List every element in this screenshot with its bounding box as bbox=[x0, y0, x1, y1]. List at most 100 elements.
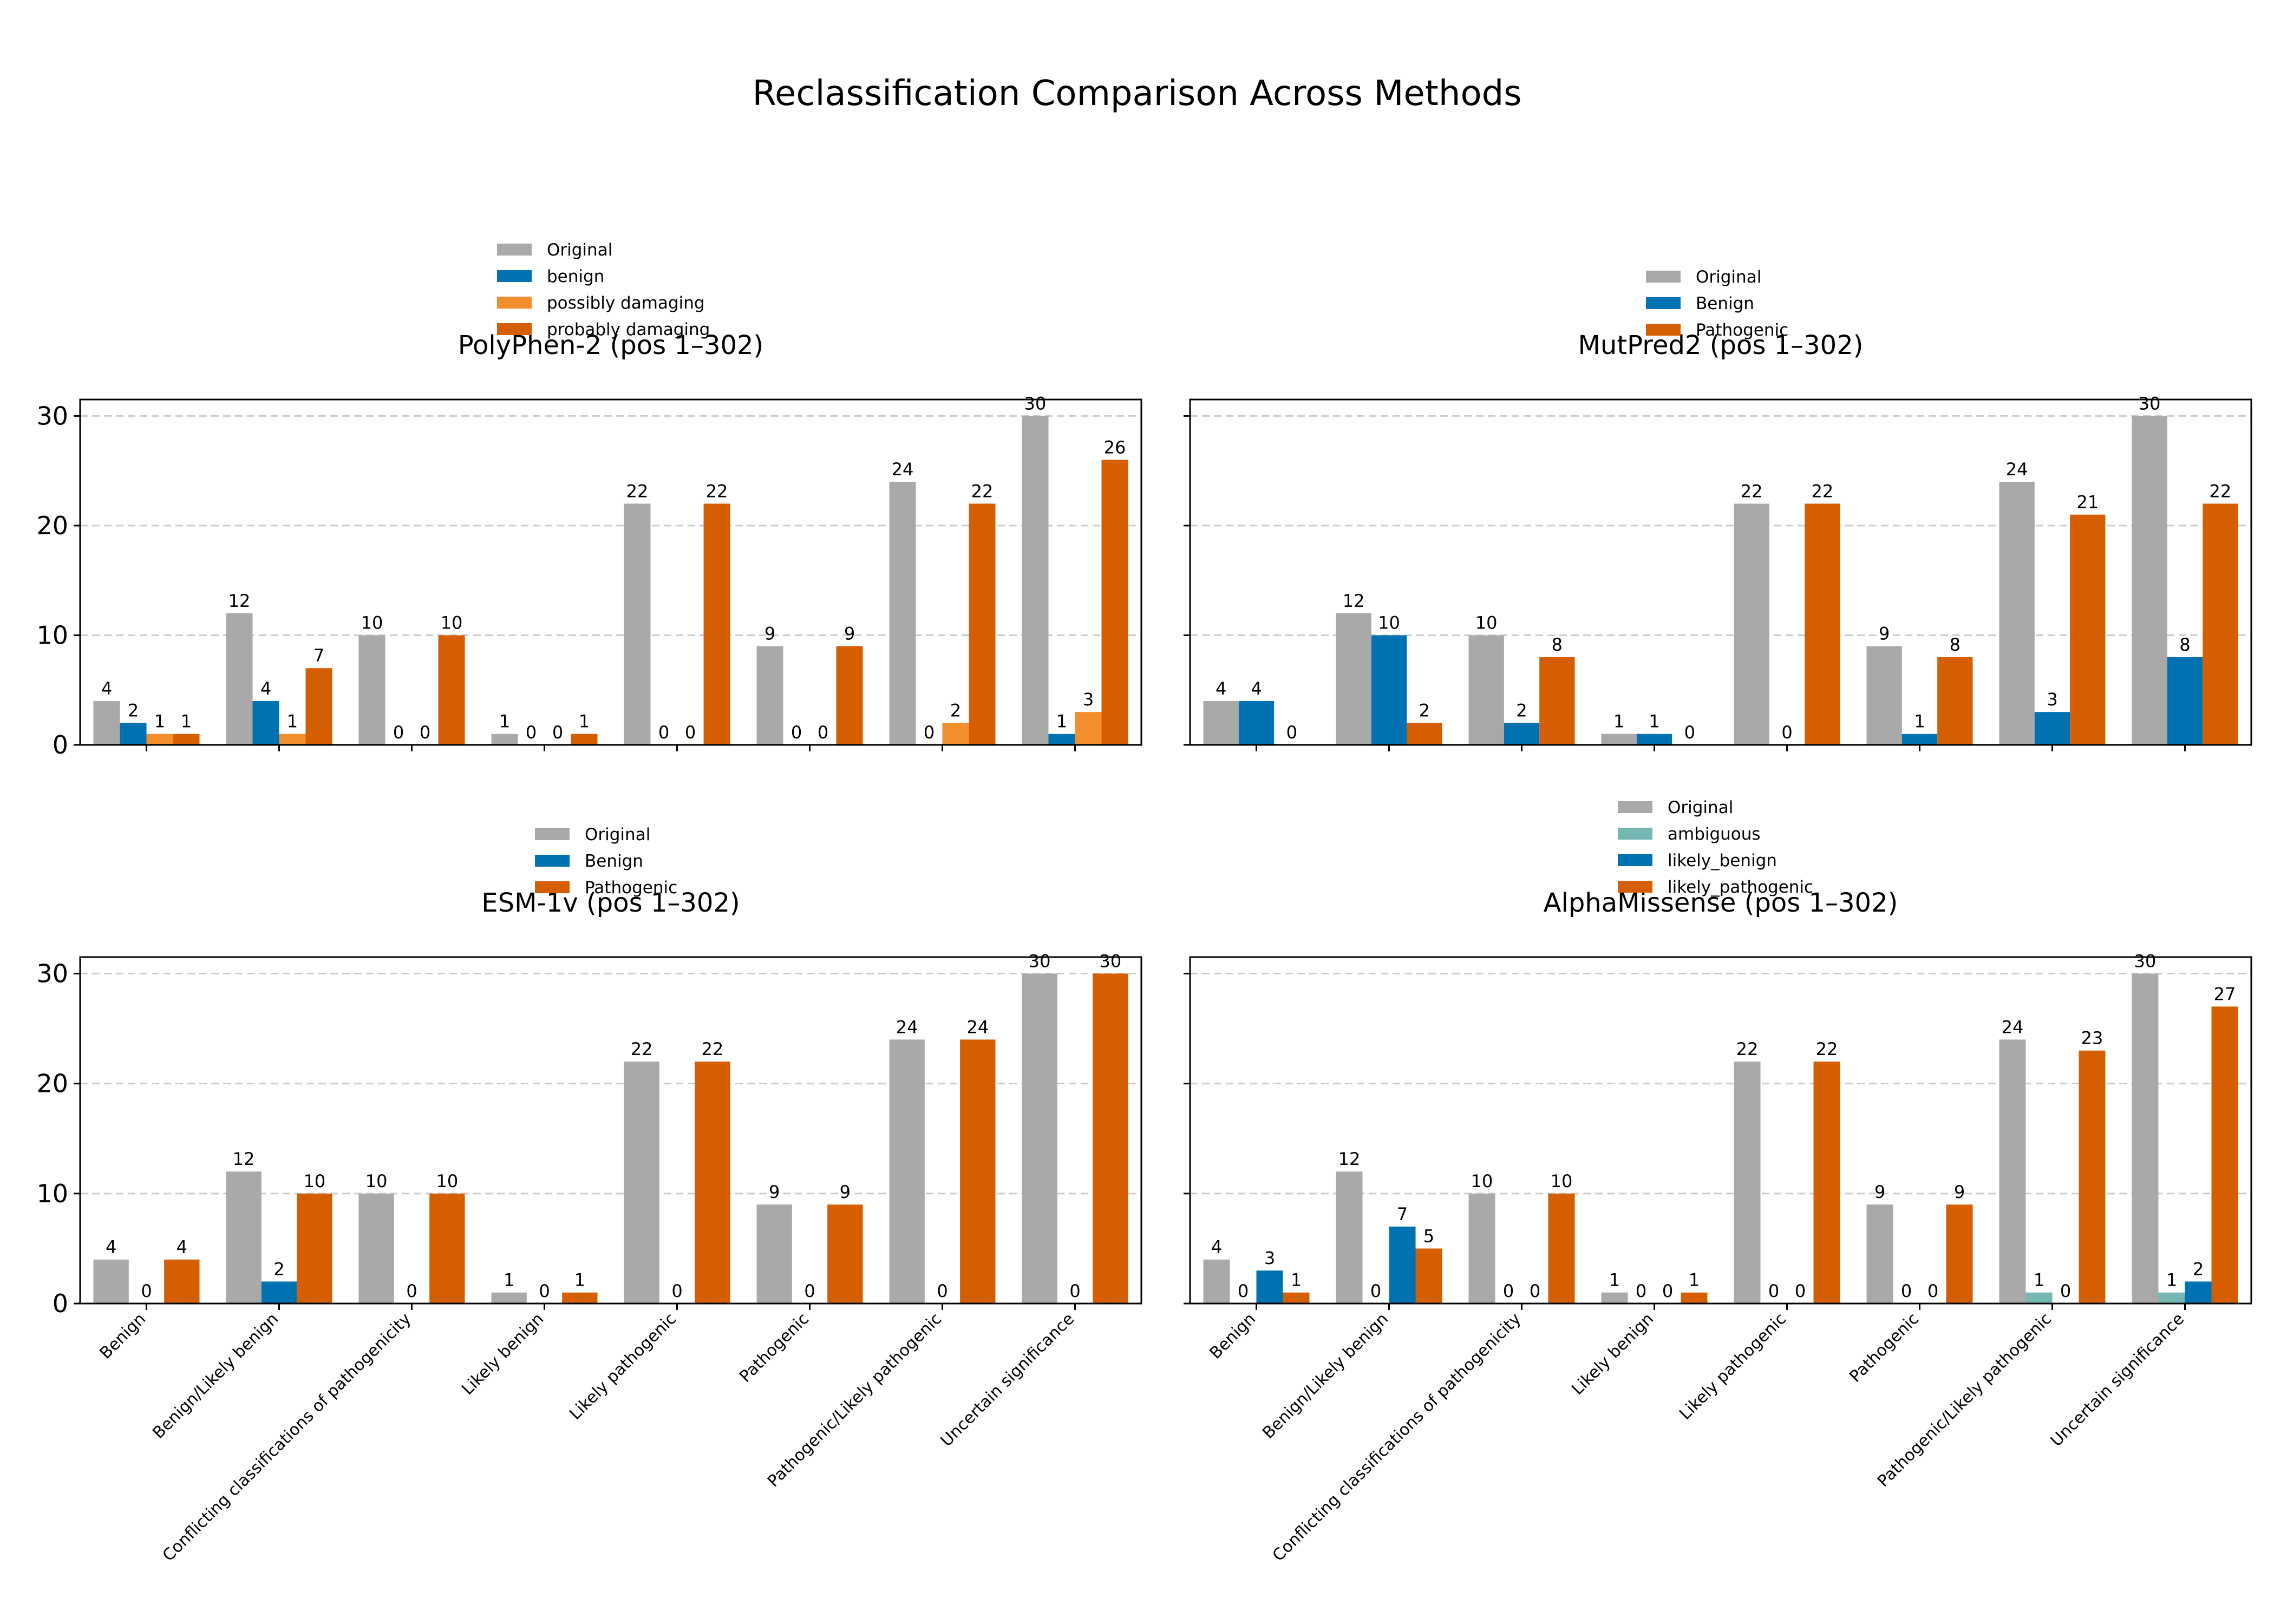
data-label: 30 bbox=[1029, 951, 1051, 971]
data-label: 10 bbox=[1471, 1171, 1493, 1191]
bar bbox=[2025, 1292, 2053, 1304]
bar bbox=[2070, 514, 2106, 745]
subplot-title: ESM-1v (pos 1–302) bbox=[481, 888, 740, 918]
data-label: 22 bbox=[631, 1039, 653, 1059]
data-label: 8 bbox=[1552, 634, 1563, 655]
legend-swatch bbox=[1618, 854, 1652, 866]
bar bbox=[1022, 416, 1049, 745]
legend-label: Original bbox=[1668, 798, 1733, 817]
bar bbox=[297, 1193, 332, 1304]
legend-label: Benign bbox=[1696, 294, 1754, 313]
data-label: 5 bbox=[1423, 1226, 1434, 1246]
bar bbox=[942, 723, 969, 745]
legend-label: benign bbox=[547, 267, 604, 286]
data-label: 0 bbox=[393, 722, 404, 743]
y-tick-label: 30 bbox=[36, 959, 68, 988]
legend-label: ambiguous bbox=[1668, 824, 1761, 844]
data-label: 21 bbox=[2076, 492, 2099, 513]
data-label: 0 bbox=[2060, 1281, 2071, 1301]
bar bbox=[703, 503, 730, 745]
data-label: 10 bbox=[1378, 612, 1400, 633]
bar bbox=[93, 700, 120, 745]
bar bbox=[827, 1204, 863, 1304]
data-label: 8 bbox=[2179, 634, 2190, 655]
data-label: 9 bbox=[840, 1182, 851, 1202]
data-label: 24 bbox=[892, 459, 914, 480]
bar bbox=[173, 734, 200, 745]
data-label: 1 bbox=[2034, 1270, 2044, 1291]
data-label: 22 bbox=[1811, 481, 1833, 501]
legend-swatch bbox=[535, 855, 570, 867]
bar bbox=[1371, 635, 1407, 745]
bar bbox=[1093, 973, 1128, 1304]
bar bbox=[252, 700, 279, 745]
axes-frame bbox=[1189, 956, 2252, 1305]
bar bbox=[226, 1171, 262, 1304]
legend-label: probably damaging bbox=[547, 320, 710, 339]
bar bbox=[836, 646, 863, 745]
bar bbox=[624, 1062, 659, 1304]
data-label: 0 bbox=[1370, 1281, 1381, 1301]
data-label: 10 bbox=[303, 1171, 325, 1191]
legend-swatch bbox=[1646, 324, 1681, 336]
bar bbox=[1415, 1248, 1442, 1304]
chart-panel-2: 412101229243041021013802802282122MutPred… bbox=[1184, 267, 2252, 751]
data-label: 9 bbox=[769, 1182, 780, 1202]
data-label: 0 bbox=[685, 722, 696, 743]
data-label: 12 bbox=[228, 591, 251, 611]
data-label: 27 bbox=[2214, 984, 2236, 1004]
data-label: 30 bbox=[1024, 393, 1047, 414]
data-label: 4 bbox=[260, 678, 271, 699]
bar bbox=[2132, 416, 2167, 745]
bar bbox=[1336, 1171, 1363, 1304]
data-label: 1 bbox=[2166, 1270, 2177, 1291]
legend-swatch bbox=[497, 297, 532, 309]
x-tick-label: Likely benign bbox=[1568, 1309, 1657, 1399]
data-label: 10 bbox=[436, 1171, 458, 1191]
data-label: 0 bbox=[1530, 1281, 1540, 1301]
bar bbox=[1681, 1292, 1708, 1304]
data-label: 10 bbox=[441, 612, 463, 633]
bar bbox=[2211, 1006, 2238, 1304]
data-label: 0 bbox=[1636, 1281, 1646, 1301]
y-tick-label: 30 bbox=[36, 401, 68, 430]
data-label: 2 bbox=[1419, 700, 1430, 721]
data-label: 0 bbox=[804, 1281, 815, 1301]
bar bbox=[889, 1039, 925, 1304]
data-label: 0 bbox=[539, 1281, 550, 1301]
legend-swatch bbox=[497, 244, 532, 256]
data-label: 22 bbox=[2209, 481, 2231, 501]
bar bbox=[1813, 1062, 1840, 1304]
data-label: 0 bbox=[406, 1281, 417, 1301]
data-label: 1 bbox=[1291, 1270, 1302, 1291]
data-label: 0 bbox=[1662, 1281, 1673, 1301]
bar bbox=[120, 723, 147, 745]
legend-swatch bbox=[1618, 828, 1652, 840]
x-tick-label: Pathogenic bbox=[1846, 1309, 1923, 1386]
bar bbox=[960, 1039, 996, 1304]
x-tick-label: Benign/Likely benign bbox=[1259, 1309, 1392, 1443]
data-label: 24 bbox=[966, 1017, 989, 1037]
data-label: 0 bbox=[1684, 722, 1695, 743]
bar bbox=[562, 1292, 598, 1304]
bar bbox=[1468, 635, 1504, 745]
bar bbox=[1601, 734, 1637, 745]
bar bbox=[2132, 973, 2159, 1304]
bar bbox=[1636, 734, 1672, 745]
data-label: 4 bbox=[177, 1237, 187, 1258]
data-label: 4 bbox=[1251, 678, 1262, 699]
data-label: 0 bbox=[1901, 1281, 1912, 1301]
data-label: 12 bbox=[1338, 1149, 1361, 1169]
bar bbox=[438, 635, 465, 745]
data-label: 4 bbox=[1216, 678, 1226, 699]
legend-label: Original bbox=[585, 825, 650, 844]
data-label: 12 bbox=[1343, 591, 1365, 611]
data-label: 0 bbox=[1286, 722, 1297, 743]
bar bbox=[2185, 1281, 2212, 1304]
data-label: 9 bbox=[764, 624, 775, 644]
bar bbox=[1539, 657, 1575, 745]
bar bbox=[1601, 1292, 1628, 1304]
data-label: 10 bbox=[1475, 612, 1498, 633]
legend-swatch bbox=[1646, 271, 1681, 283]
data-label: 3 bbox=[1264, 1248, 1275, 1268]
